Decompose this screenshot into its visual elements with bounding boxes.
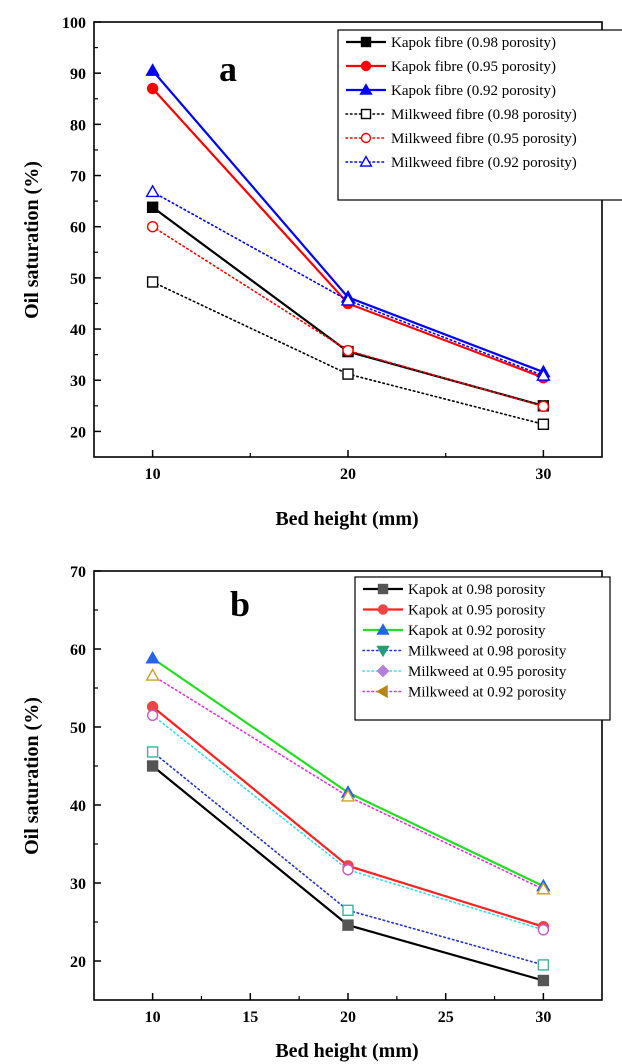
panel-a-legend-marker [360, 132, 372, 144]
panel-b-data-point [146, 709, 159, 721]
panel-b-legend-marker [377, 604, 389, 615]
panel-b-y-tick-label: 70 [70, 564, 86, 581]
panel-b-series-1 [146, 760, 550, 987]
panel-b-y-tick-label: 40 [70, 798, 86, 815]
panel-a-series-6 [145, 184, 551, 381]
panel-b-series-6 [145, 668, 551, 895]
panel-b-legend-label: Milkweed at 0.98 porosity [408, 644, 567, 660]
panel-a-x-tick-label: 30 [535, 466, 551, 483]
panel-a-y-axis-title: Oil saturation (%) [21, 161, 43, 319]
panel-a-y-tick-label: 90 [70, 66, 86, 83]
panel-a-y-tick-label: 20 [70, 424, 86, 441]
panel-a-data-point [342, 368, 354, 380]
panel-a-series-4 [146, 276, 550, 430]
panel-b-x-tick-label: 20 [340, 1009, 356, 1026]
panel-a-legend-label: Kapok fibre (0.98 porosity) [391, 35, 556, 51]
panel-b-legend-label: Kapok at 0.92 porosity [408, 623, 546, 639]
panel-a-data-point [146, 82, 159, 95]
panel-a-y-tick-label: 80 [70, 117, 86, 134]
panel-b-legend-marker [376, 645, 390, 658]
panel-b-data-point [537, 924, 550, 936]
panel-a-data-point [145, 184, 160, 198]
panel-b-y-tick-label: 60 [70, 642, 86, 659]
panel-a-data-point [145, 63, 160, 76]
panel-b-data-point [340, 789, 356, 802]
panel-a-y-tick-label: 50 [70, 271, 86, 288]
panel-b-legend-label: Milkweed at 0.92 porosity [408, 685, 567, 701]
panel-a-y-tick-label: 100 [62, 15, 86, 32]
panel-a-series [145, 63, 551, 430]
panel-b-series-5 [146, 709, 550, 936]
chart-panel-a: 20 30 40 50 60 70 80 90 100 10 20 30 a Bed height (… [21, 15, 622, 530]
panel-a-data-point [146, 201, 159, 213]
panel-a-legend-marker [360, 60, 372, 72]
panel-b-data-point [342, 864, 354, 876]
panel-b-series-2 [146, 701, 550, 933]
panel-a-data-point [537, 418, 550, 430]
panel-b-legend-marker [376, 684, 388, 699]
panel-b-legend-box [354, 576, 611, 721]
chart-panel-b: 20 30 40 50 60 70 10 15 20 25 30 b Bed height (mm)… [21, 564, 611, 1062]
panel-b-x-tick-label: 30 [535, 1009, 551, 1026]
panel-b-legend-marker [377, 583, 389, 595]
panel-a-legend-marker [360, 36, 372, 48]
panel-a-legend-box [337, 29, 622, 201]
panel-b-data-point [145, 650, 160, 664]
panel-a-data-point [146, 221, 159, 233]
panel-a-legend-marker [359, 155, 373, 167]
panel-b-legend-label: Milkweed at 0.95 porosity [408, 664, 567, 680]
panel-b-x-axis-title: Bed height (mm) [275, 1040, 418, 1062]
panel-a-legend-label: Milkweed fibre (0.98 porosity) [391, 107, 577, 123]
panel-b-legend: Kapok at 0.98 porosity Kapok at 0.95 poro… [354, 576, 611, 721]
panel-a-label: a [219, 49, 237, 89]
panel-a-y-tick-label: 70 [70, 169, 86, 186]
panel-b-y-tick-label: 20 [70, 954, 86, 971]
panel-a-legend-marker [359, 83, 373, 95]
panel-b-legend-label: Kapok at 0.98 porosity [408, 582, 546, 598]
panel-a-y-tick-label: 30 [70, 373, 86, 390]
panel-b-data-point [537, 974, 550, 987]
panel-a-legend-marker [360, 108, 372, 120]
panel-a-series-5 [146, 221, 550, 413]
panel-b-x-tick-label: 10 [145, 1009, 161, 1026]
panel-a-y-tick-label: 40 [70, 322, 86, 339]
panel-a-data-point [146, 276, 159, 288]
panel-a-data-point [342, 344, 354, 357]
panel-b-legend-marker [376, 664, 390, 678]
panel-b-x-tick-label: 15 [242, 1009, 258, 1026]
panel-a-x-tick-label: 20 [340, 466, 356, 483]
panel-a-legend-label: Kapok fibre (0.92 porosity) [391, 83, 556, 99]
panel-b-data-point [146, 746, 159, 758]
panel-b-label: b [230, 584, 250, 624]
panel-b-y-axis-title: Oil saturation (%) [21, 697, 43, 855]
panel-b-series [145, 650, 551, 987]
panel-b-x-tick-label: 25 [438, 1009, 454, 1026]
panel-b-series-line [151, 705, 544, 928]
panel-a-y-tick-label: 60 [70, 220, 86, 237]
panel-a-x-tick-label: 10 [145, 466, 161, 483]
panel-b-y-tick-label: 30 [70, 876, 86, 893]
panel-b-y-tick-label: 50 [70, 720, 86, 737]
panel-b-ticks: 20 30 40 50 60 70 10 15 20 25 30 [70, 564, 551, 1026]
panel-b-series-4 [146, 746, 550, 971]
panel-a-legend-label: Milkweed fibre (0.95 porosity) [391, 131, 577, 147]
panel-b-data-point [536, 881, 551, 895]
panel-b-data-point [145, 668, 160, 681]
panel-b-data-point [146, 760, 159, 772]
panel-a-legend-label: Kapok fibre (0.95 porosity) [391, 59, 556, 75]
panel-a-legend-label: Milkweed fibre (0.92 porosity) [391, 155, 577, 171]
panel-a-data-point [340, 292, 356, 306]
panel-a-ticks: 20 30 40 50 60 70 80 90 100 10 20 30 [62, 15, 551, 483]
panel-b-data-point [342, 904, 354, 916]
panel-b-data-point [537, 959, 550, 971]
panel-a-data-point [536, 368, 551, 381]
panel-b-data-point [342, 919, 354, 931]
panel-b-legend-label: Kapok at 0.95 porosity [408, 603, 546, 619]
panel-a-x-axis-title: Bed height (mm) [275, 508, 418, 530]
panel-a-legend: Kapok fibre (0.98 porosity) Kapok fibre (… [337, 29, 622, 201]
panel-b-legend-marker [376, 623, 390, 635]
panel-a-data-point [537, 400, 550, 413]
panel-b-series-line [151, 714, 545, 931]
